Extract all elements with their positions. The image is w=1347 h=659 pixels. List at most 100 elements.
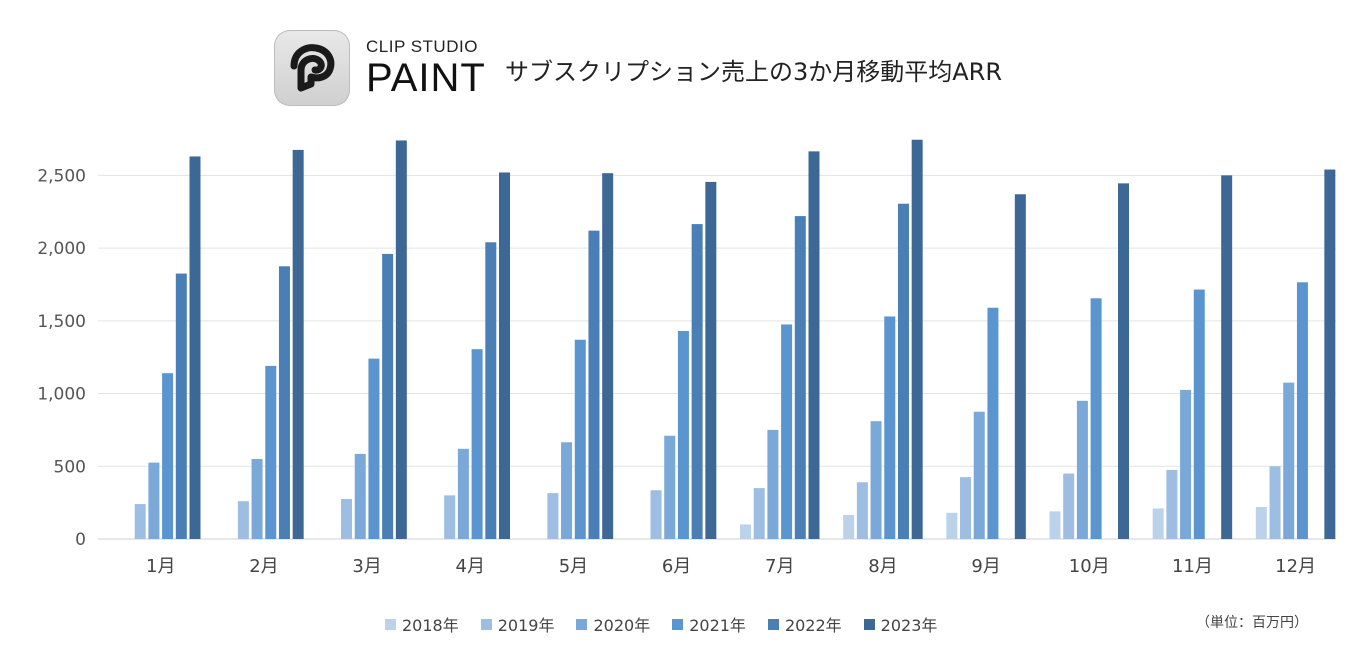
legend-swatch: [480, 618, 492, 630]
bar: [292, 149, 304, 539]
y-tick-label: 1,000: [37, 385, 86, 405]
bar: [134, 504, 146, 539]
bar: [148, 462, 160, 539]
chart-title: サブスクリプション売上の3か月移動平均ARR: [505, 58, 1003, 86]
bar: [368, 358, 380, 539]
legend-item: 2023年: [863, 612, 938, 636]
brand-main-text: PAINT: [366, 56, 486, 100]
bar: [664, 435, 676, 539]
y-axis-ticks: 0 500 1,000 1,500 2,000 2,500: [37, 166, 86, 550]
legend-label: 2021年: [689, 616, 746, 635]
legend: 2018年 2019年 2020年 2021年 2022年 2023年: [385, 612, 937, 636]
y-tick-label: 0: [75, 530, 86, 550]
bar: [1152, 508, 1164, 539]
bar: [987, 307, 999, 539]
bar: [691, 224, 703, 539]
bar: [1166, 469, 1178, 539]
brand-wordmark: CLIP STUDIO PAINT: [366, 38, 486, 98]
legend-swatch: [576, 618, 588, 630]
bar: [1063, 473, 1075, 539]
x-tick-label: 12月: [1275, 556, 1316, 577]
x-tick-label: 6月: [662, 556, 691, 577]
x-tick-label: 1月: [146, 556, 175, 577]
y-tick-label: 1,500: [37, 312, 86, 332]
legend-item: 2020年: [576, 612, 650, 636]
bar: [1076, 400, 1088, 539]
legend-label: 2020年: [593, 616, 651, 635]
bar: [1193, 289, 1205, 539]
bar: [808, 151, 820, 539]
bar: [911, 139, 923, 539]
bar: [499, 172, 510, 540]
x-tick-label: 3月: [352, 556, 381, 577]
bar: [1180, 389, 1192, 539]
bar: [1269, 466, 1281, 539]
bar: [588, 230, 600, 540]
x-tick-label: 5月: [559, 556, 588, 577]
x-tick-label: 2月: [249, 556, 278, 577]
bar: [960, 477, 972, 539]
bar: [485, 242, 497, 540]
bar: [251, 459, 263, 539]
x-tick-label: 9月: [971, 556, 1000, 577]
unit-note: （単位：百万円）: [1196, 615, 1308, 631]
bar: [740, 524, 751, 539]
bar: [602, 173, 614, 539]
bar: [856, 482, 868, 539]
legend-label: 2019年: [497, 616, 555, 635]
bar: [457, 448, 469, 539]
bar: [897, 203, 909, 539]
legend-item: 2022年: [767, 612, 842, 636]
bar: [561, 442, 573, 539]
x-tick-label: 4月: [456, 556, 485, 577]
bars: [134, 139, 1336, 540]
y-tick-label: 2,000: [37, 239, 86, 259]
legend-swatch: [385, 618, 396, 630]
clip-studio-paint-logo-glyph: [290, 44, 335, 92]
bar: [265, 365, 277, 539]
bar: [382, 253, 394, 539]
clip-studio-paint-logo-icon: [274, 30, 350, 106]
bar: [1049, 511, 1061, 539]
bar: [781, 324, 793, 539]
bar: [471, 349, 483, 539]
x-tick-label: 11月: [1172, 556, 1213, 577]
bar: [650, 490, 662, 539]
brand-top-text: CLIP STUDIO: [366, 37, 478, 56]
grid-lines: [98, 174, 1336, 540]
bar: [1283, 382, 1295, 539]
legend-item: 2018年: [385, 612, 459, 636]
bar: [1324, 169, 1336, 539]
legend-swatch: [767, 618, 779, 630]
x-tick-label: 10月: [1069, 556, 1110, 577]
x-tick-label: 7月: [765, 556, 794, 577]
bar: [1118, 183, 1129, 539]
bar: [1255, 507, 1267, 539]
bar: [237, 501, 249, 539]
bar: [1014, 194, 1026, 540]
bar: [843, 515, 855, 539]
bar: [341, 499, 353, 539]
bar: [973, 411, 985, 539]
x-tick-label: 8月: [868, 556, 897, 577]
legend-item: 2021年: [672, 612, 746, 636]
legend-label: 2018年: [402, 616, 459, 635]
bar: [547, 493, 559, 539]
header: CLIP STUDIO PAINT: [274, 30, 486, 106]
bar: [1090, 298, 1102, 539]
bar: [1221, 175, 1233, 539]
bar: [677, 331, 689, 539]
bar: [870, 421, 882, 539]
y-tick-label: 500: [54, 457, 86, 477]
legend-label: 2022年: [784, 616, 842, 635]
legend-swatch: [672, 618, 684, 630]
bar: [1296, 282, 1308, 539]
bar: [444, 495, 456, 539]
legend-label: 2023年: [880, 616, 938, 635]
bar: [946, 512, 958, 539]
bar: [574, 339, 586, 539]
bar: [395, 140, 407, 540]
bar: [753, 488, 765, 539]
y-tick-label: 2,500: [37, 166, 86, 186]
